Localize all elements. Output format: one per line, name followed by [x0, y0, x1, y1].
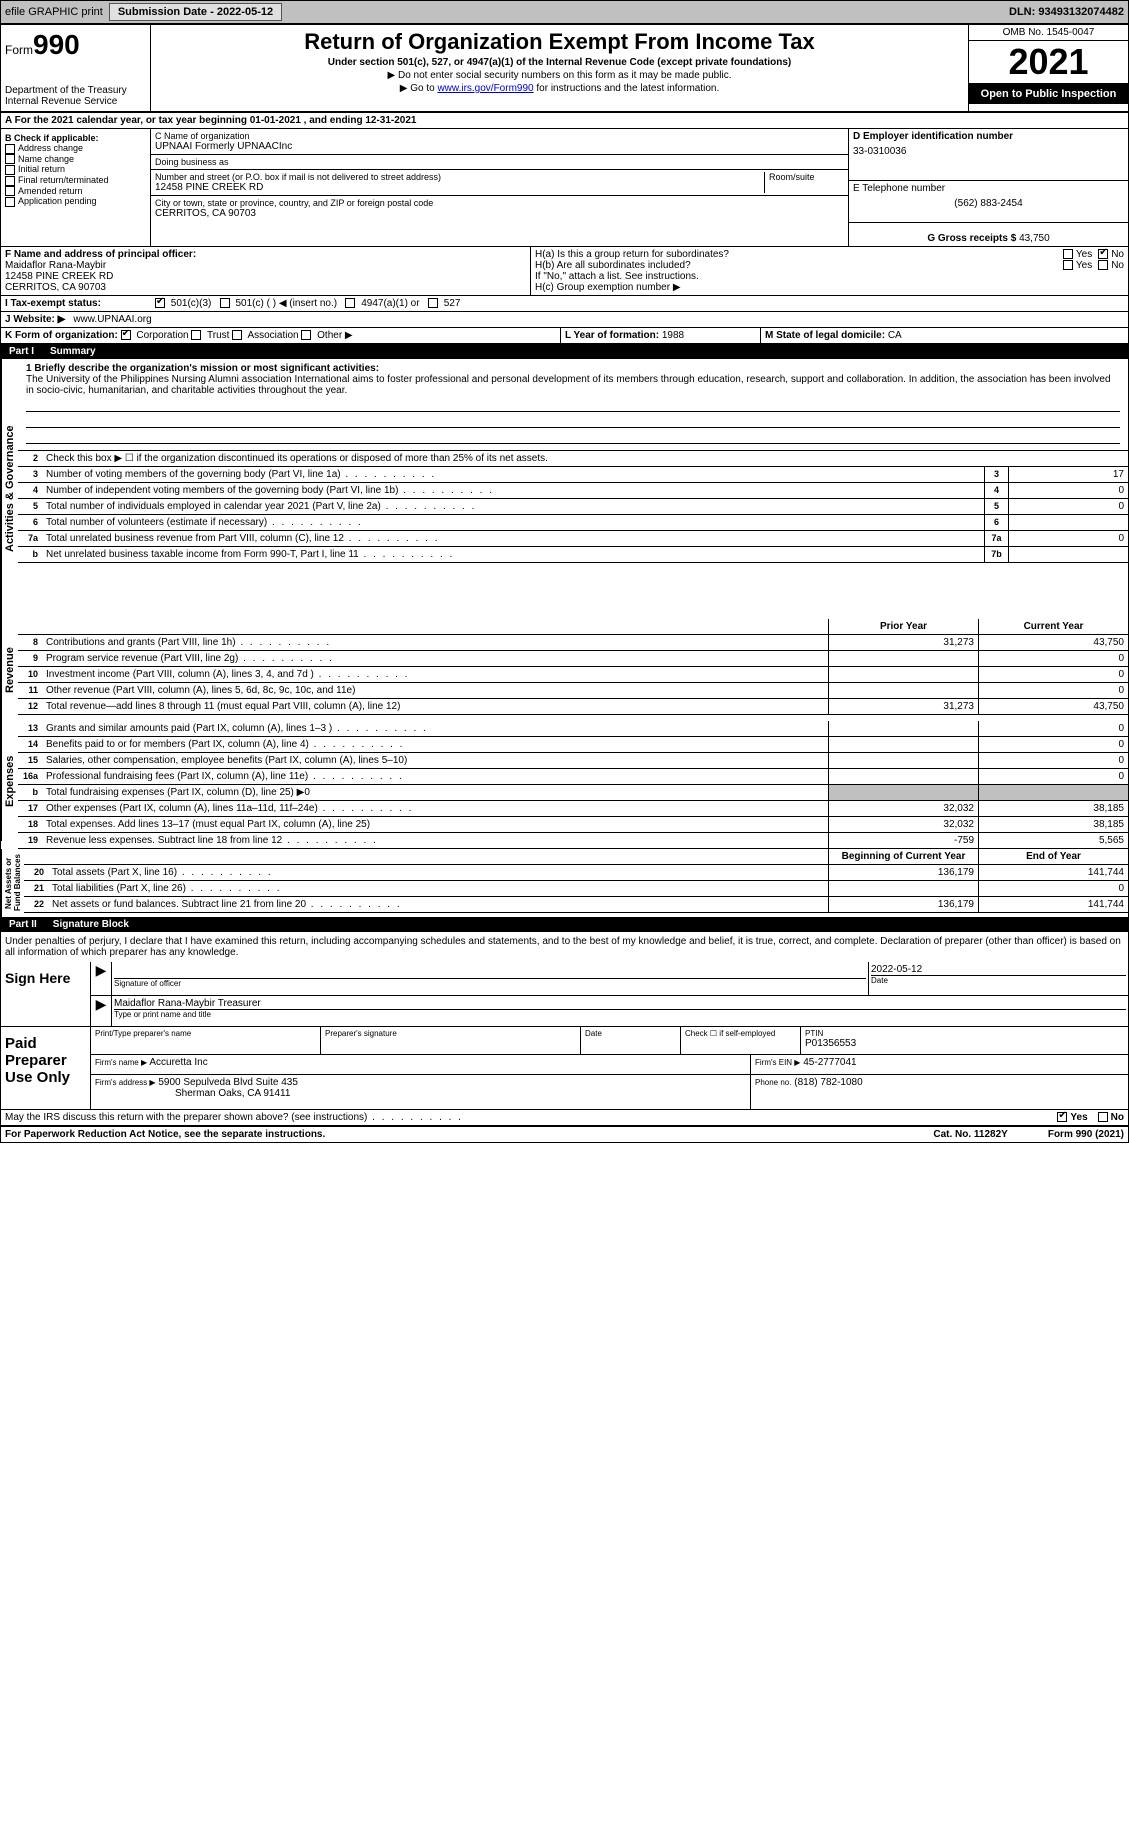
form-header: Form990 Department of the Treasury Inter…	[1, 25, 1128, 113]
section-b: B Check if applicable: Address change Na…	[1, 129, 151, 246]
chk-trust[interactable]: Trust	[191, 330, 229, 341]
ssn-note: ▶ Do not enter social security numbers o…	[159, 70, 960, 81]
discuss-row: May the IRS discuss this return with the…	[1, 1110, 1128, 1126]
section-fh: F Name and address of principal officer:…	[1, 247, 1128, 296]
dept-treasury: Department of the Treasury	[5, 85, 146, 96]
chk-4947[interactable]: 4947(a)(1) or	[345, 298, 419, 309]
line1-mission: 1 Briefly describe the organization's mi…	[18, 359, 1128, 451]
paid-preparer-block: Paid Preparer Use Only Print/Type prepar…	[1, 1026, 1128, 1110]
omb-number: OMB No. 1545-0047	[969, 25, 1128, 41]
efile-topbar: efile GRAPHIC print Submission Date - 20…	[0, 0, 1129, 24]
perjury-statement: Under penalties of perjury, I declare th…	[1, 932, 1128, 962]
hb-no[interactable]: No	[1098, 260, 1124, 271]
city-state-zip: CERRITOS, CA 90703	[155, 208, 844, 219]
section-a-calyear: A For the 2021 calendar year, or tax yea…	[1, 113, 1128, 129]
part1-header: Part I Summary	[1, 344, 1128, 359]
form-title: Return of Organization Exempt From Incom…	[159, 29, 960, 55]
ha-no[interactable]: No	[1098, 249, 1124, 260]
page-footer: For Paperwork Reduction Act Notice, see …	[1, 1126, 1128, 1142]
tax-year: 2021	[969, 41, 1128, 84]
chk-501c3[interactable]: 501(c)(3)	[155, 298, 211, 309]
section-f: F Name and address of principal officer:…	[1, 247, 531, 295]
chk-initial[interactable]: Initial return	[5, 164, 146, 175]
tab-expenses: Expenses	[1, 721, 18, 841]
goto-note: ▶ Go to www.irs.gov/Form990 for instruct…	[159, 83, 960, 94]
irs-label: Internal Revenue Service	[5, 96, 146, 107]
tab-revenue: Revenue	[1, 619, 18, 721]
arrow-icon: ▶	[91, 962, 111, 995]
chk-527[interactable]: 527	[428, 298, 460, 309]
chk-final[interactable]: Final return/terminated	[5, 175, 146, 186]
v6	[1008, 515, 1128, 530]
sign-here-block: Sign Here ▶ Signature of officer 2022-05…	[1, 962, 1128, 1026]
ein-value: 33-0310036	[853, 146, 1124, 157]
v7a: 0	[1008, 531, 1128, 546]
website-value: www.UPNAAI.org	[69, 312, 155, 327]
chk-assoc[interactable]: Association	[232, 330, 298, 341]
chk-name[interactable]: Name change	[5, 154, 146, 165]
org-name-row: C Name of organization UPNAAI Formerly U…	[151, 129, 848, 155]
street-row: Number and street (or P.O. box if mail i…	[151, 170, 848, 196]
section-j: J Website: ▶ www.UPNAAI.org	[1, 312, 1128, 328]
form-subtitle: Under section 501(c), 527, or 4947(a)(1)…	[159, 57, 960, 68]
hb-yes[interactable]: Yes	[1063, 260, 1092, 271]
public-inspection: Open to Public Inspection	[969, 84, 1128, 104]
city-row: City or town, state or province, country…	[151, 196, 848, 221]
discuss-no[interactable]: No	[1098, 1112, 1124, 1123]
phone-row: E Telephone number (562) 883-2454	[849, 181, 1128, 223]
v3: 17	[1008, 467, 1128, 482]
tab-activities: Activities & Governance	[1, 359, 18, 619]
chk-address[interactable]: Address change	[5, 143, 146, 154]
chk-amended[interactable]: Amended return	[5, 186, 146, 197]
irs-link[interactable]: www.irs.gov/Form990	[437, 83, 533, 94]
v7b	[1008, 547, 1128, 562]
form-990-label: Form990	[5, 29, 146, 61]
street-address: 12458 PINE CREEK RD	[155, 182, 764, 193]
chk-corp[interactable]: Corporation	[121, 330, 189, 341]
dln-label: DLN: 93493132074482	[1009, 6, 1124, 18]
tab-netassets: Net Assets or Fund Balances	[1, 849, 24, 917]
efile-label: efile GRAPHIC print	[5, 6, 103, 18]
ein-row: D Employer identification number 33-0310…	[849, 129, 1128, 181]
discuss-yes[interactable]: Yes	[1057, 1112, 1087, 1123]
dba-row: Doing business as	[151, 155, 848, 170]
section-h: H(a) Is this a group return for subordin…	[531, 247, 1128, 295]
part2-header: Part II Signature Block	[1, 917, 1128, 932]
chk-501c[interactable]: 501(c) ( ) ◀ (insert no.)	[220, 298, 337, 309]
submission-date-btn[interactable]: Submission Date - 2022-05-12	[109, 3, 282, 21]
org-name: UPNAAI Formerly UPNAACInc	[155, 141, 844, 152]
arrow-icon: ▶	[91, 996, 111, 1026]
section-bcdefg: B Check if applicable: Address change Na…	[1, 129, 1128, 247]
v4: 0	[1008, 483, 1128, 498]
chk-other[interactable]: Other ▶	[301, 330, 352, 341]
gross-receipts: G Gross receipts $ 43,750	[849, 223, 1128, 246]
section-klm: K Form of organization: Corporation Trus…	[1, 328, 1128, 344]
part1-body: Activities & Governance 1 Briefly descri…	[1, 359, 1128, 619]
chk-pending[interactable]: Application pending	[5, 196, 146, 207]
form-page: Form990 Department of the Treasury Inter…	[0, 24, 1129, 1143]
v5: 0	[1008, 499, 1128, 514]
phone-value: (562) 883-2454	[853, 198, 1124, 209]
ha-yes[interactable]: Yes	[1063, 249, 1092, 260]
section-i: I Tax-exempt status: 501(c)(3) 501(c) ( …	[1, 296, 1128, 312]
